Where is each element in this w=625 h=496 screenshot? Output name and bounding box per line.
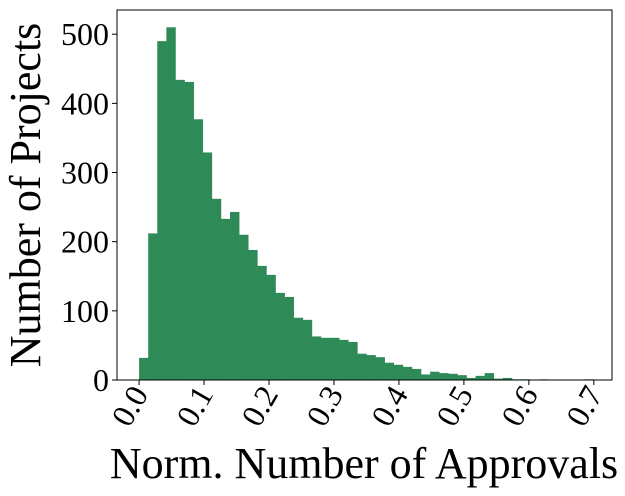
- x-tick-label: 0.6: [494, 380, 545, 433]
- bar: [202, 152, 213, 380]
- y-tick-label: 300: [61, 155, 109, 191]
- bar: [302, 319, 313, 380]
- x-tick-label: 0.1: [169, 380, 220, 433]
- bar: [484, 373, 495, 380]
- bar: [493, 378, 504, 380]
- x-tick-label: 0.4: [364, 380, 415, 433]
- bar: [393, 364, 404, 380]
- y-tick-label: 100: [61, 293, 109, 329]
- bar: [475, 375, 485, 380]
- bar: [502, 377, 513, 380]
- bar: [248, 249, 258, 380]
- bar: [220, 218, 231, 380]
- bar: [139, 357, 149, 380]
- bar: [148, 233, 158, 380]
- bar: [157, 41, 167, 381]
- bar: [175, 79, 185, 380]
- x-tick-label: 0.7: [559, 380, 610, 433]
- bar: [211, 198, 222, 380]
- bar: [293, 317, 304, 380]
- bar: [366, 355, 376, 380]
- bar: [421, 374, 431, 380]
- y-tick-label: 500: [61, 16, 109, 52]
- bar: [457, 375, 467, 380]
- bar: [230, 211, 240, 380]
- x-tick-label: 0.2: [234, 380, 285, 433]
- bar: [266, 274, 276, 380]
- bar: [284, 297, 294, 380]
- bar: [166, 27, 176, 380]
- x-tick-label: 0.5: [429, 380, 480, 433]
- bar: [402, 366, 413, 380]
- bar: [348, 341, 358, 380]
- bar: [184, 81, 194, 380]
- bar: [448, 373, 458, 380]
- bar: [257, 265, 267, 380]
- bar: [193, 119, 204, 380]
- plot-frame: [116, 9, 613, 381]
- bar: [311, 336, 322, 380]
- bar: [275, 292, 285, 380]
- bar: [384, 362, 395, 380]
- bar: [430, 371, 440, 380]
- bar: [239, 234, 249, 380]
- bar: [466, 377, 476, 380]
- bar: [320, 337, 331, 380]
- x-tick-label: 0.3: [299, 380, 350, 433]
- bar: [375, 357, 385, 380]
- y-tick-label: 400: [61, 85, 109, 121]
- y-axis-label: Number of Projects: [1, 23, 50, 368]
- y-tick-label: 200: [61, 224, 109, 260]
- bar: [339, 339, 349, 380]
- bar: [439, 373, 449, 380]
- bar: [411, 368, 422, 380]
- x-tick-label: 0.0: [104, 380, 155, 433]
- bar: [357, 353, 367, 380]
- bar: [330, 337, 340, 380]
- x-axis-label: Norm. Number of Approvals: [110, 439, 618, 488]
- y-tick-label: 0: [93, 362, 109, 398]
